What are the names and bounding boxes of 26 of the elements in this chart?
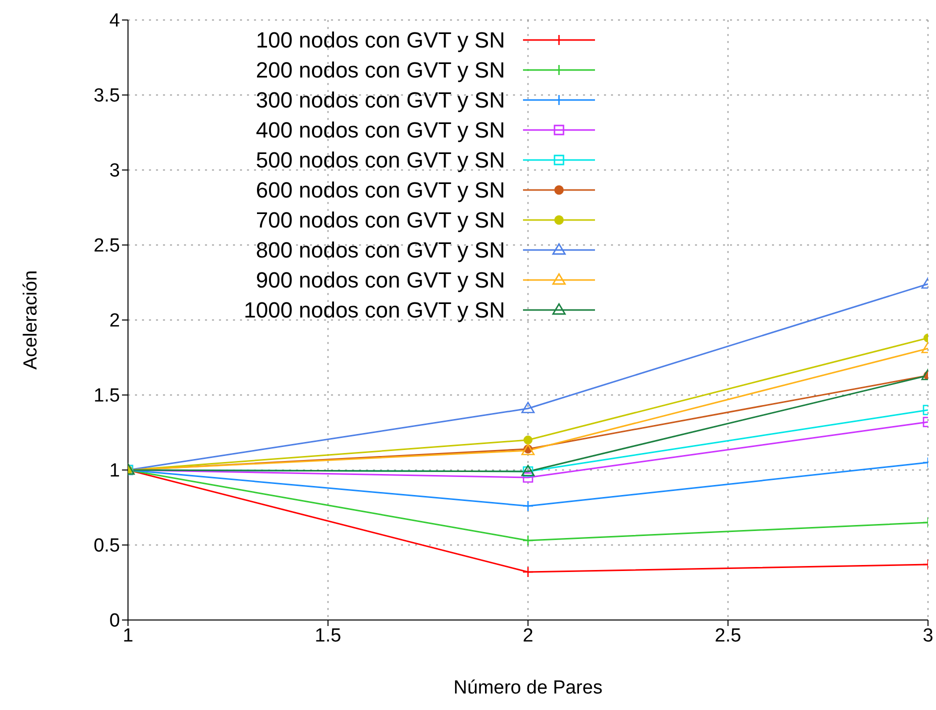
y-axis-title: Aceleración: [20, 270, 42, 370]
x-axis-title: Número de Pares: [454, 677, 602, 698]
x-tick-label: 3: [922, 625, 934, 646]
legend-label: 800 nodos con GVT y SN: [256, 238, 505, 263]
x-tick-label: 1.5: [314, 625, 342, 646]
y-tick-label: 4: [109, 10, 120, 32]
legend-label: 700 nodos con GVT y SN: [256, 208, 505, 233]
y-tick-label: 2: [109, 310, 120, 332]
legend-label: 500 nodos con GVT y SN: [256, 148, 505, 173]
legend-label: 300 nodos con GVT y SN: [256, 88, 505, 113]
legend-label: 900 nodos con GVT y SN: [256, 268, 505, 293]
legend-label: 600 nodos con GVT y SN: [256, 178, 505, 203]
x-tick-label: 1: [122, 625, 134, 646]
legend-label: 400 nodos con GVT y SN: [256, 118, 505, 143]
y-tick-label: 2.5: [94, 236, 120, 257]
legend-label: 200 nodos con GVT y SN: [256, 58, 505, 83]
y-tick-label: 1.5: [94, 386, 120, 407]
x-tick-label: 2.5: [714, 625, 742, 646]
y-tick-label: 3: [109, 160, 120, 182]
legend-label: 100 nodos con GVT y SN: [256, 28, 505, 53]
x-tick-label: 2: [522, 625, 534, 646]
y-tick-label: 0: [109, 610, 120, 632]
y-tick-label: 3.5: [94, 86, 120, 107]
y-tick-label: 0.5: [94, 536, 120, 557]
legend-label: 1000 nodos con GVT y SN: [244, 298, 505, 323]
y-tick-label: 1: [109, 460, 120, 482]
